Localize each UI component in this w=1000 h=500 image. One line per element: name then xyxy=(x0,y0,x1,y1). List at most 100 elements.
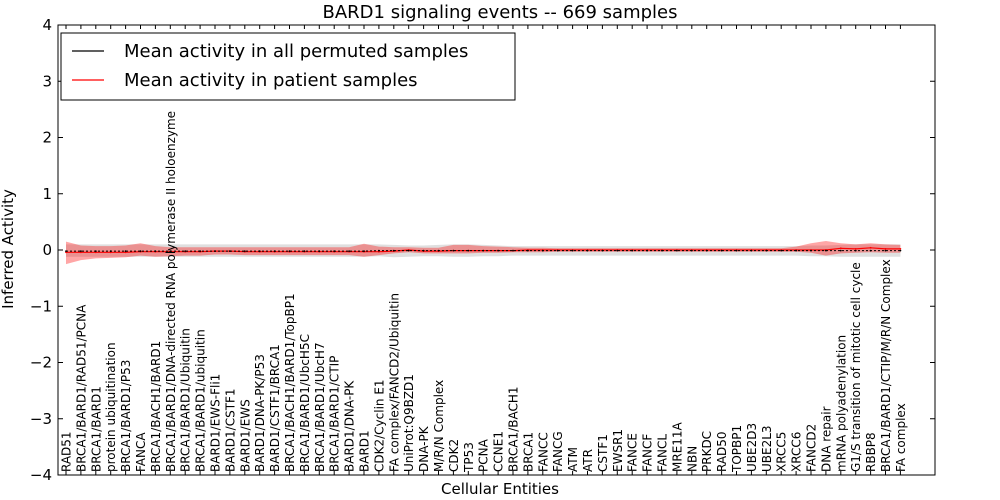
point-permuted xyxy=(497,249,499,252)
y-tick-label: 2 xyxy=(42,129,52,147)
legend: Mean activity in all permuted samples Me… xyxy=(60,32,516,101)
x-category-label: BRCA1/BARD1/UbcH5C xyxy=(298,334,312,472)
point-permuted xyxy=(854,249,857,252)
legend-box xyxy=(60,32,516,101)
x-category-label: CSTF1 xyxy=(596,434,610,472)
band-patient xyxy=(66,241,901,265)
x-category-label: BRCA1/BARD1/ubiquitin xyxy=(194,329,208,472)
x-category-label: G1/S transition of mitotic cell cycle xyxy=(849,262,863,472)
x-category-label: EWSR1 xyxy=(611,429,625,472)
x-category-label: mRNA polyadenylation xyxy=(834,335,848,472)
point-permuted xyxy=(631,249,634,252)
x-category-label: CDK2 xyxy=(447,439,461,472)
x-category-label: XRCC6 xyxy=(790,432,804,472)
x-category-label: FANCL xyxy=(656,434,670,472)
point-permuted xyxy=(735,249,738,252)
point-permuted xyxy=(839,249,842,252)
x-category-label: BRCA1/BARD1 xyxy=(89,386,103,472)
x-category-label: RAD50 xyxy=(715,431,729,472)
x-category-label: UBE2L3 xyxy=(760,425,774,472)
x-category-label: TOPBP1 xyxy=(730,425,744,473)
point-permuted xyxy=(124,250,127,253)
x-axis-ticks xyxy=(65,25,901,475)
point-permuted xyxy=(363,250,365,253)
x-category-label: PCNA xyxy=(477,438,491,472)
y-tick-label: −1 xyxy=(30,297,52,315)
y-tick-label: 1 xyxy=(42,185,52,203)
plot-frame xyxy=(57,24,936,476)
x-category-label: BRCA1 xyxy=(521,432,535,472)
point-permuted xyxy=(243,250,246,253)
x-category-label: BRCA1/BACH1/BARD1/TopBP1 xyxy=(283,293,297,472)
x-category-label: DNA repair xyxy=(819,406,833,472)
point-permuted xyxy=(676,249,678,252)
point-permuted xyxy=(318,250,321,253)
x-category-label: CDK2/Cyclin E1 xyxy=(372,379,386,472)
point-permuted xyxy=(616,249,619,252)
x-category-label: protein ubiquitination xyxy=(104,342,118,472)
point-permuted xyxy=(690,249,693,252)
point-permuted xyxy=(273,250,276,253)
x-category-label: BRCA1/BACH1 xyxy=(507,386,521,472)
x-category-label: FANCE xyxy=(626,433,640,472)
point-permuted xyxy=(780,249,783,252)
point-permuted xyxy=(720,249,723,252)
x-category-label: BRCA1/BARD1/UbcH7 xyxy=(313,342,327,472)
point-permuted xyxy=(869,249,872,252)
point-permuted xyxy=(899,249,902,252)
x-category-label: BRCA1/BARD1/DNA-directed RNA polymerase … xyxy=(164,111,178,472)
x-category-label: MRE11A xyxy=(670,421,684,472)
x-category-label: FANCC xyxy=(536,432,550,472)
x-category-label: BARD1/CSTF1 xyxy=(223,388,237,472)
x-category-label: ATM xyxy=(566,447,580,472)
point-permuted xyxy=(169,250,172,253)
x-category-label: BARD1 xyxy=(358,430,372,472)
point-patient xyxy=(839,247,842,250)
y-tick-label: −4 xyxy=(30,466,52,484)
x-category-label: FANCD2 xyxy=(805,424,819,472)
point-permuted xyxy=(94,250,97,253)
series-lines xyxy=(65,246,902,254)
x-category-label: BRCA1/BARD1/RAD51/PCNA xyxy=(74,304,88,472)
point-permuted xyxy=(184,250,187,253)
x-category-label: FA complex xyxy=(894,403,908,472)
point-patient xyxy=(899,248,902,250)
y-tick-label: 4 xyxy=(42,16,52,34)
point-permuted xyxy=(437,249,440,252)
chart-title: BARD1 signaling events -- 669 samples xyxy=(323,2,678,23)
x-axis-label: Cellular Entities xyxy=(441,480,559,498)
y-tick-label: 0 xyxy=(42,241,52,259)
x-category-label: RAD51 xyxy=(60,431,74,472)
point-permuted xyxy=(154,250,157,253)
x-category-label: TP53 xyxy=(462,442,476,473)
point-permuted xyxy=(348,250,350,253)
point-permuted xyxy=(750,249,753,252)
x-category-label: DNA-PK xyxy=(417,425,431,472)
point-permuted xyxy=(646,249,648,252)
point-permuted xyxy=(378,249,380,252)
point-permuted xyxy=(452,249,455,252)
x-category-label: BARD1/EWS-Fli1 xyxy=(209,374,223,472)
point-permuted xyxy=(884,249,887,252)
x-category-label: PRKDC xyxy=(700,431,714,472)
point-permuted xyxy=(825,249,827,252)
x-category-label: XRCC5 xyxy=(775,432,789,472)
category-labels: RAD51 BRCA1/BARD1/RAD51/PCNA BRCA1/BARD1 pr… xyxy=(60,111,908,473)
x-category-label: BRCA1/BARD1/Ubiquitin xyxy=(179,328,193,472)
x-category-label: FANCF xyxy=(641,434,655,472)
point-permuted xyxy=(392,249,395,252)
x-category-label: UniProt:Q9BZD1 xyxy=(402,374,416,472)
x-category-label: ATR xyxy=(581,449,595,472)
y-tick-label: −2 xyxy=(30,354,52,372)
point-permuted xyxy=(482,249,485,252)
point-permuted xyxy=(601,249,604,252)
point-permuted xyxy=(80,250,82,253)
x-category-label: NBN xyxy=(685,446,699,472)
y-axis-label: Inferred Activity xyxy=(0,189,17,309)
point-permuted xyxy=(333,250,336,253)
x-category-label: FANCG xyxy=(551,431,565,472)
point-permuted xyxy=(527,249,529,252)
point-patient xyxy=(869,246,872,249)
point-permuted xyxy=(586,249,589,252)
